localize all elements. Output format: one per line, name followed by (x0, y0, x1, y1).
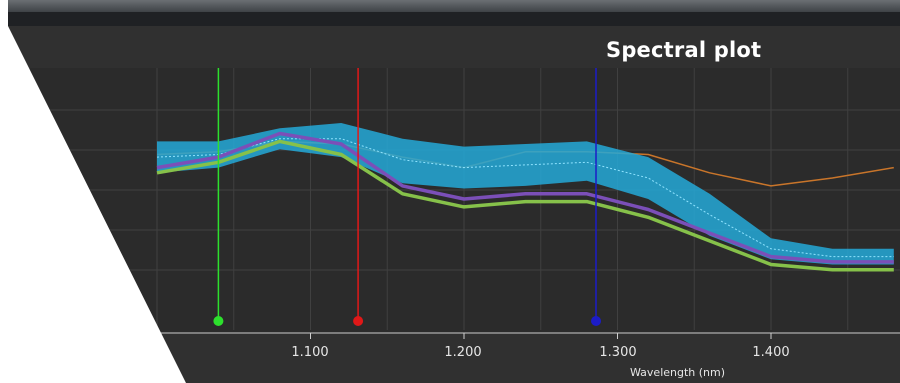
window-top-bar (0, 0, 900, 12)
plot-area (30, 68, 900, 334)
x-tick-label: 1.200 (444, 345, 482, 360)
series-band (157, 123, 894, 265)
series-line (156, 138, 894, 258)
page-title: Spectral plot (606, 38, 762, 62)
series-line (156, 139, 894, 272)
window-toolbar-strip (0, 12, 900, 26)
x-tick-label: 1.400 (752, 345, 790, 360)
blue-marker-handle[interactable] (591, 316, 602, 326)
green-marker-handle[interactable] (213, 316, 224, 326)
x-tick-label: 1.300 (599, 345, 637, 360)
series-line (156, 131, 894, 264)
red-marker-handle[interactable] (353, 316, 364, 326)
x-tick-label: 1.100 (291, 345, 329, 360)
x-axis-label: Wavelength (nm) (630, 366, 726, 379)
